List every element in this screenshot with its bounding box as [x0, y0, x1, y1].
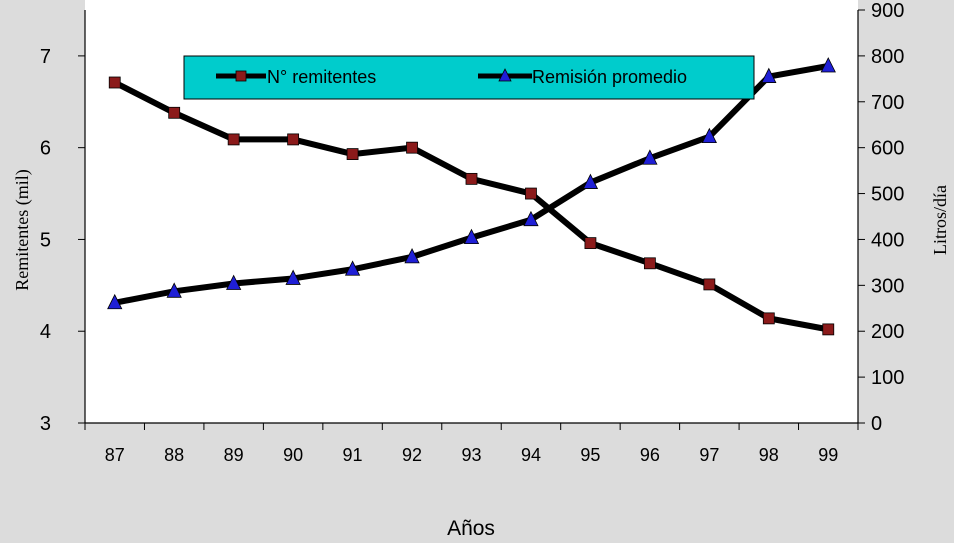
right-y-tick-label: 400: [871, 229, 904, 251]
left-y-axis-title: Remitentes (mil): [12, 169, 33, 290]
data-point-remision: [404, 247, 420, 264]
x-tick-label: 90: [283, 445, 303, 465]
left-y-tick-label: 4: [40, 321, 51, 343]
top-band: [85, 0, 858, 10]
right-y-ticks: 0 100 200 300 400 500 600 700 800 900: [858, 0, 904, 435]
left-y-tick-label: 6: [40, 138, 51, 160]
right-y-tick-label: 800: [871, 46, 904, 68]
right-y-tick-label: 600: [871, 138, 904, 160]
data-point-remision: [701, 127, 717, 144]
x-tick-label: 97: [699, 445, 719, 465]
data-point-remitentes: [108, 76, 121, 89]
x-tick-label: 99: [818, 445, 838, 465]
data-point-remision: [523, 210, 539, 227]
x-tick-label: 94: [521, 445, 541, 465]
x-tick-label: 96: [640, 445, 660, 465]
data-point-remitentes: [287, 133, 300, 146]
legend-triangle-marker: [498, 68, 512, 82]
data-point-remision: [820, 57, 836, 73]
x-tick-label: 88: [164, 445, 184, 465]
x-tick-label: 98: [759, 445, 779, 465]
right-y-tick-label: 500: [871, 184, 904, 206]
data-point-remitentes: [525, 187, 537, 200]
data-point-remision: [107, 293, 123, 310]
legend-label-remitentes: N° remitentes: [267, 67, 376, 87]
legend-square-marker: [235, 70, 247, 82]
data-point-remision: [463, 228, 480, 245]
data-point-remision: [226, 274, 242, 290]
x-tick-label: 91: [343, 445, 363, 465]
data-point-remitentes: [822, 323, 835, 336]
data-point-remitentes: [465, 172, 478, 185]
legend: N° remitentes Remisión promedio: [183, 55, 755, 100]
data-point-remitentes: [762, 312, 775, 325]
data-point-remision: [166, 282, 182, 298]
data-point-remision: [642, 149, 658, 165]
x-tick-label: 93: [461, 445, 481, 465]
data-point-remision: [344, 260, 361, 276]
right-y-tick-label: 200: [871, 321, 904, 343]
x-tick-label: 95: [580, 445, 600, 465]
right-y-axis-title: Litros/día: [930, 185, 950, 255]
left-y-ticks: 3 4 5 6 7: [40, 46, 85, 435]
data-point-remitentes: [227, 133, 240, 146]
data-point-remitentes: [643, 257, 656, 270]
data-point-remitentes: [346, 148, 359, 160]
legend-label-remision: Remisión promedio: [532, 67, 687, 87]
data-point-remision: [285, 269, 301, 285]
x-tick-label: 89: [224, 445, 244, 465]
x-tick-label: 87: [105, 445, 125, 465]
series-layer: [107, 57, 836, 336]
data-point-remitentes: [584, 237, 597, 250]
data-point-remitentes: [703, 278, 716, 291]
left-y-tick-label: 7: [40, 46, 51, 68]
data-point-remision: [761, 67, 777, 83]
legend-box: [183, 55, 755, 100]
left-y-tick-label: 3: [40, 413, 51, 435]
left-y-tick-label: 5: [40, 229, 51, 251]
data-point-remision: [582, 173, 599, 189]
right-y-tick-label: 700: [871, 92, 904, 114]
x-axis-title: Años: [447, 517, 495, 540]
data-point-remitentes: [168, 106, 181, 119]
data-point-remitentes: [406, 141, 418, 154]
right-y-tick-label: 900: [871, 0, 904, 22]
right-y-tick-label: 0: [871, 413, 882, 435]
right-y-tick-label: 100: [871, 367, 904, 389]
x-ticks: 87 88 89 90 91 92 93 94 95 96 97 98 99: [84, 423, 859, 465]
right-y-tick-label: 300: [871, 275, 904, 297]
x-tick-label: 92: [402, 445, 422, 465]
